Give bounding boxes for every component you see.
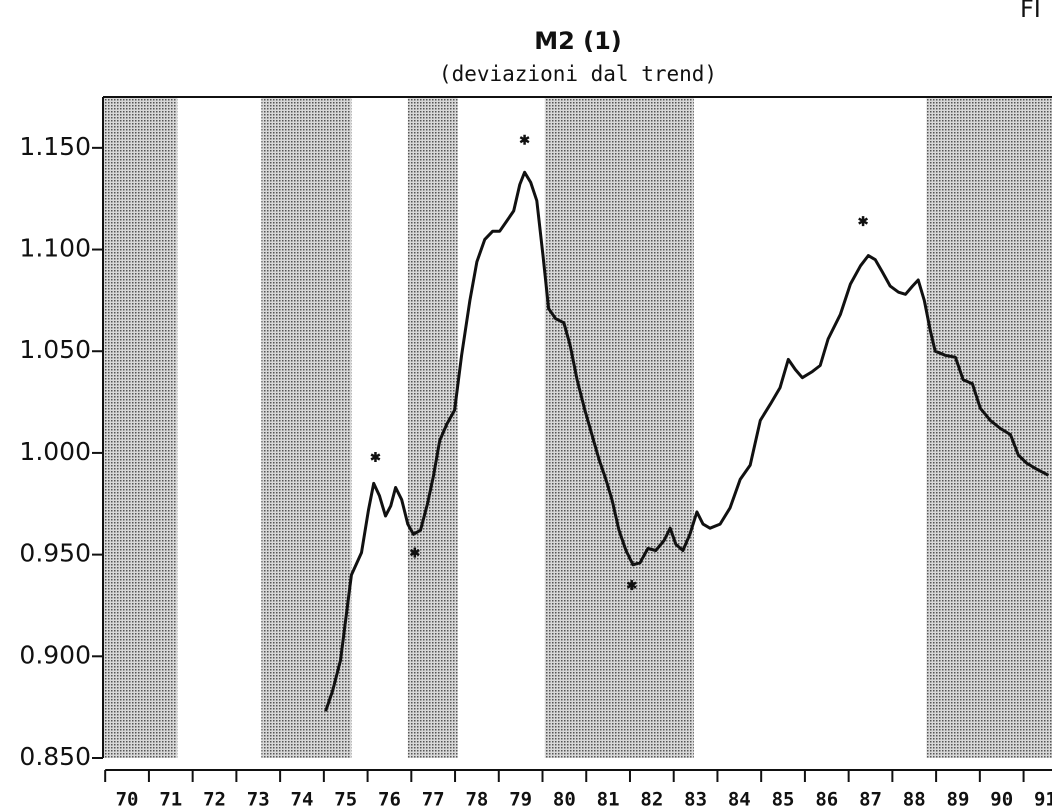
turning-point-marker	[858, 216, 869, 227]
x-tick-label: 85	[772, 789, 795, 810]
chart-subtitle: (deviazioni dal trend)	[439, 62, 717, 86]
x-tick-label: 90	[990, 789, 1013, 810]
x-tick-label: 87	[859, 789, 882, 810]
x-tick-label: 89	[947, 789, 970, 810]
x-tick-label: 76	[378, 789, 401, 810]
x-tick-label: 78	[465, 789, 488, 810]
x-tick-label: 70	[116, 789, 139, 810]
x-tick-label: 81	[597, 789, 620, 810]
turning-point-marker	[370, 451, 381, 462]
x-tick-label: 71	[159, 789, 182, 810]
x-tick-label: 77	[422, 789, 445, 810]
x-tick-label: 75	[334, 789, 357, 810]
turning-point-marker	[519, 134, 530, 145]
x-tick-label: 88	[903, 789, 926, 810]
data-line	[324, 170, 1050, 712]
y-tick-label: 1.000	[19, 437, 91, 466]
x-tick-label: 72	[203, 789, 226, 810]
y-tick-label: 0.950	[19, 539, 91, 568]
y-tick-label: 1.150	[19, 132, 91, 161]
turning-point-marker	[409, 547, 420, 558]
y-tick-label: 0.850	[19, 742, 91, 771]
chart-title: M2 (1)	[534, 27, 622, 55]
y-tick-label: 1.050	[19, 335, 91, 364]
shaded-period	[926, 97, 1052, 758]
x-tick-label: 83	[684, 789, 707, 810]
shaded-period	[261, 97, 352, 758]
x-tick-label: 86	[815, 789, 838, 810]
shaded-period	[407, 97, 458, 758]
turning-point-marker	[626, 580, 637, 591]
corner-text: FI	[1020, 0, 1041, 23]
shaded-bands	[103, 97, 1052, 758]
y-tick-label: 1.100	[19, 234, 91, 263]
x-tick-label: 91	[1034, 789, 1052, 810]
x-tick-label: 82	[640, 789, 663, 810]
y-tick-label: 0.900	[19, 640, 91, 669]
x-tick-label: 73	[247, 789, 270, 810]
x-tick-label: 74	[291, 789, 314, 810]
x-tick-label: 84	[728, 789, 751, 810]
x-tick-label: 80	[553, 789, 576, 810]
shaded-period	[103, 97, 178, 758]
x-tick-label: 79	[509, 789, 532, 810]
shaded-period	[544, 97, 694, 758]
